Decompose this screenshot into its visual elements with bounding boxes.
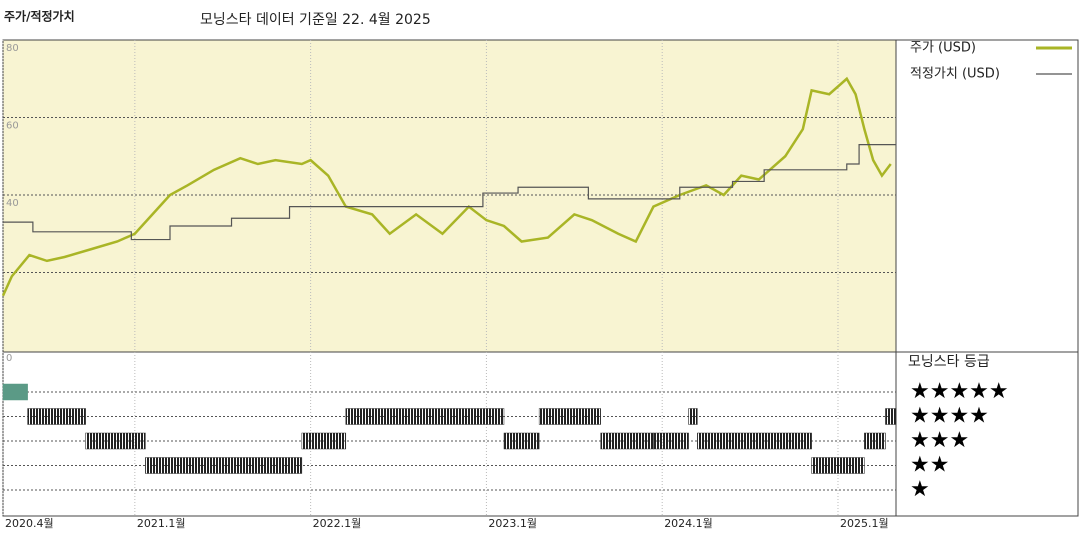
rating-bar (653, 432, 689, 450)
rating-bar (85, 432, 146, 450)
rating-bar (2, 383, 28, 401)
rating-label: ★★★★ (910, 404, 989, 429)
x-tick-label: 2023.1월 (488, 517, 537, 530)
rating-label: ★★★★★ (910, 379, 1009, 404)
y-tick-label: 0 (6, 353, 12, 364)
legend-label: 적정가치 (USD) (910, 67, 1000, 82)
y-tick-label: 60 (6, 121, 19, 132)
rating-bar (301, 432, 347, 450)
rating-title: 모닝스타 등급 (908, 354, 990, 370)
x-tick-label: 2021.1월 (137, 517, 186, 530)
rating-bar (538, 408, 601, 425)
legend-label: 주가 (USD) (910, 41, 976, 56)
rating-bar (600, 432, 654, 450)
chart-title: 주가/적정가치 (4, 9, 75, 24)
series-line (3, 144, 896, 241)
x-tick-label: 2020.4월 (5, 517, 54, 530)
y-tick-label: 80 (6, 43, 19, 54)
rating-bar (885, 408, 897, 425)
series-line (1, 76, 892, 297)
rating-bar (864, 432, 886, 450)
x-tick-label: 2022.1월 (313, 517, 362, 530)
rating-bar (811, 457, 865, 474)
rating-bar (345, 408, 505, 425)
rating-bar (503, 432, 540, 450)
x-tick-label: 2024.1월 (664, 517, 713, 530)
rating-bar (688, 408, 698, 425)
x-tick-label: 2025.1월 (840, 517, 889, 530)
rating-bar (145, 457, 303, 474)
rating-label: ★★ (910, 453, 949, 478)
rating-bar (27, 408, 86, 425)
rating-label: ★★★ (910, 428, 969, 453)
y-tick-label: 40 (6, 198, 19, 209)
plot-background (3, 40, 896, 352)
chart-subtitle: 모닝스타 데이터 기준일 22. 4월 2025 (200, 12, 431, 28)
rating-label: ★ (910, 477, 930, 502)
rating-bar (697, 432, 812, 450)
